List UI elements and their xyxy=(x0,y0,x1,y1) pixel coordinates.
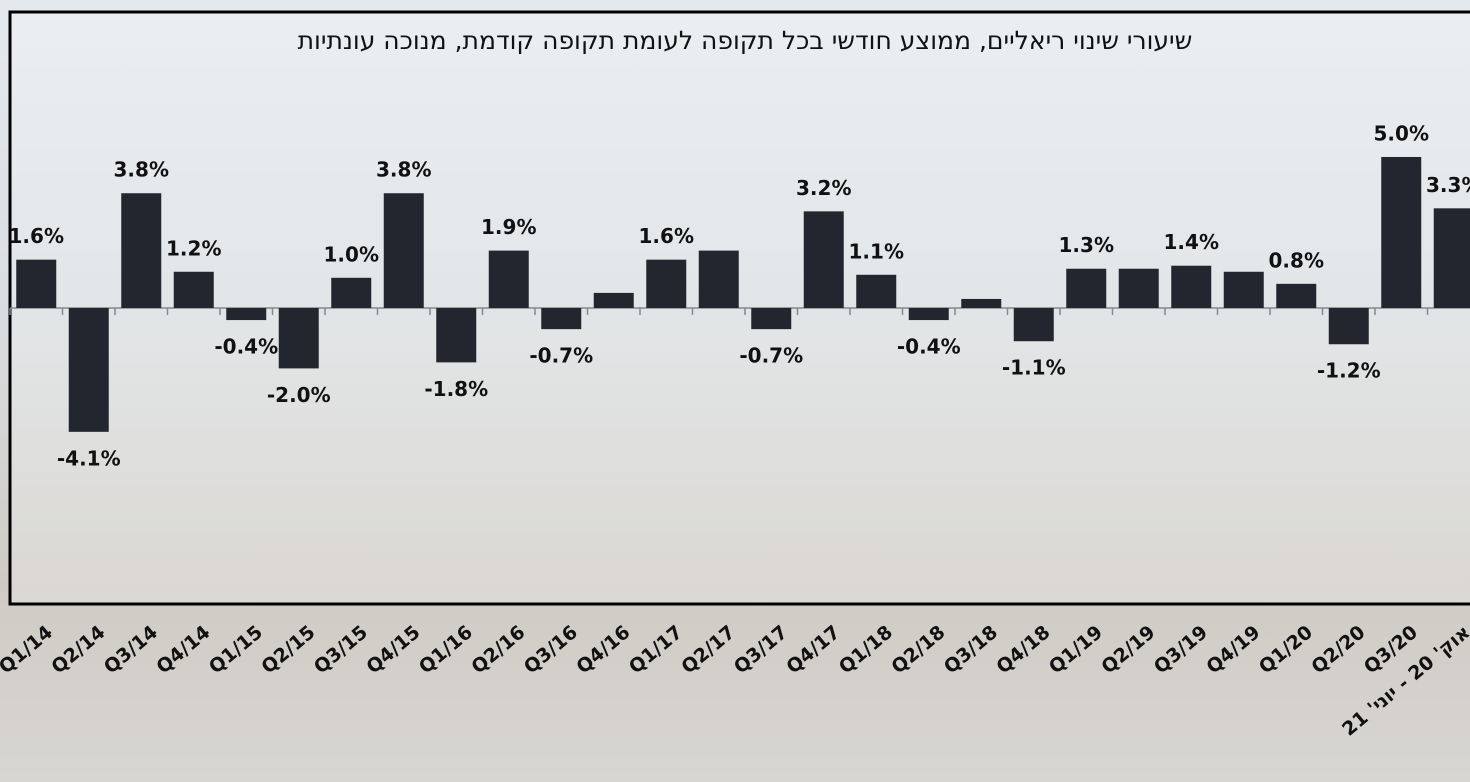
value-label: -2.0% xyxy=(267,383,331,407)
bar xyxy=(1329,308,1369,344)
bar xyxy=(1224,272,1264,308)
x-tick-label: Q1/19 xyxy=(1045,621,1107,678)
value-label: 3.2% xyxy=(796,176,851,200)
x-tick-label: Q2/17 xyxy=(677,621,739,678)
x-tick-label: Q4/19 xyxy=(1202,621,1264,678)
bar xyxy=(1171,266,1211,308)
value-label: 1.6% xyxy=(639,224,694,248)
x-tick-label: Q4/14 xyxy=(152,621,214,678)
bar xyxy=(226,308,266,320)
value-label: 1.4% xyxy=(1164,230,1219,254)
x-tick-label: Q4/18 xyxy=(992,621,1054,678)
bar xyxy=(856,275,896,308)
value-label: 3.3% xyxy=(1426,173,1470,197)
bar xyxy=(594,293,634,308)
bar xyxy=(279,308,319,368)
x-tick-label: Q4/17 xyxy=(782,621,844,678)
chart-title: שיעורי שינוי ריאליים, ממוצע חודשי בכל תק… xyxy=(298,26,1193,55)
bar xyxy=(331,278,371,308)
value-label: 1.2% xyxy=(166,236,221,260)
x-tick-label: Q1/15 xyxy=(205,621,267,678)
x-tick-label: Q2/20 xyxy=(1307,621,1369,678)
value-label: 1.9% xyxy=(481,215,536,239)
bar xyxy=(909,308,949,320)
x-tick-label: Q2/16 xyxy=(467,621,529,678)
bar xyxy=(751,308,791,329)
bar xyxy=(16,260,56,308)
bar xyxy=(436,308,476,362)
bar xyxy=(646,260,686,308)
bar xyxy=(804,211,844,308)
bar xyxy=(69,308,109,432)
x-tick-label: Q2/14 xyxy=(47,621,109,678)
x-tick-label: Q3/19 xyxy=(1150,621,1212,678)
bar xyxy=(384,193,424,308)
x-tick-label: Q1/14 xyxy=(0,621,57,678)
value-label: -0.7% xyxy=(529,344,593,368)
bar xyxy=(1276,284,1316,308)
x-tick-label: Q4/16 xyxy=(572,621,634,678)
bar xyxy=(1066,269,1106,308)
value-label: -0.4% xyxy=(897,335,961,359)
x-tick-label: Q1/17 xyxy=(625,621,687,678)
value-label: -1.2% xyxy=(1317,359,1381,383)
x-tick-label: Q3/18 xyxy=(940,621,1002,678)
bar xyxy=(1119,269,1159,308)
value-label: -0.7% xyxy=(739,344,803,368)
value-label: 3.8% xyxy=(114,158,169,182)
x-tick-label: Q3/17 xyxy=(730,621,792,678)
bar xyxy=(699,251,739,308)
value-label: -1.1% xyxy=(1002,356,1066,380)
x-tick-label: Q1/18 xyxy=(835,621,897,678)
bar xyxy=(541,308,581,329)
x-tick-label: Q3/14 xyxy=(100,621,162,678)
bar xyxy=(1434,208,1470,308)
value-label: 5.0% xyxy=(1374,121,1429,145)
value-label: 1.1% xyxy=(849,239,904,263)
bar xyxy=(174,272,214,308)
page: שיעורי שינוי ריאליים, ממוצע חודשי בכל תק… xyxy=(0,0,1470,782)
x-tick-label: Q4/15 xyxy=(362,621,424,678)
bar xyxy=(961,299,1001,308)
bar xyxy=(121,193,161,308)
x-tick-label: Q2/18 xyxy=(887,621,949,678)
value-label: -1.8% xyxy=(424,377,488,401)
value-label: 1.6% xyxy=(9,224,64,248)
bar xyxy=(1014,308,1054,341)
bar xyxy=(489,251,529,308)
chart: שיעורי שינוי ריאליים, ממוצע חודשי בכל תק… xyxy=(0,0,1470,782)
value-label: 0.8% xyxy=(1269,248,1324,272)
value-label: -4.1% xyxy=(57,446,121,470)
value-label: 1.0% xyxy=(324,242,379,266)
x-tick-label: Q2/15 xyxy=(257,621,319,678)
x-tick-label: Q1/20 xyxy=(1255,621,1317,678)
x-tick-label: Q2/19 xyxy=(1097,621,1159,678)
bar xyxy=(1381,157,1421,308)
x-tick-label: Q3/16 xyxy=(520,621,582,678)
x-tick-label: Q3/15 xyxy=(310,621,372,678)
value-label: 1.3% xyxy=(1059,233,1114,257)
value-label: 3.8% xyxy=(376,158,431,182)
x-tick-label: Q1/16 xyxy=(415,621,477,678)
value-label: -0.4% xyxy=(214,335,278,359)
